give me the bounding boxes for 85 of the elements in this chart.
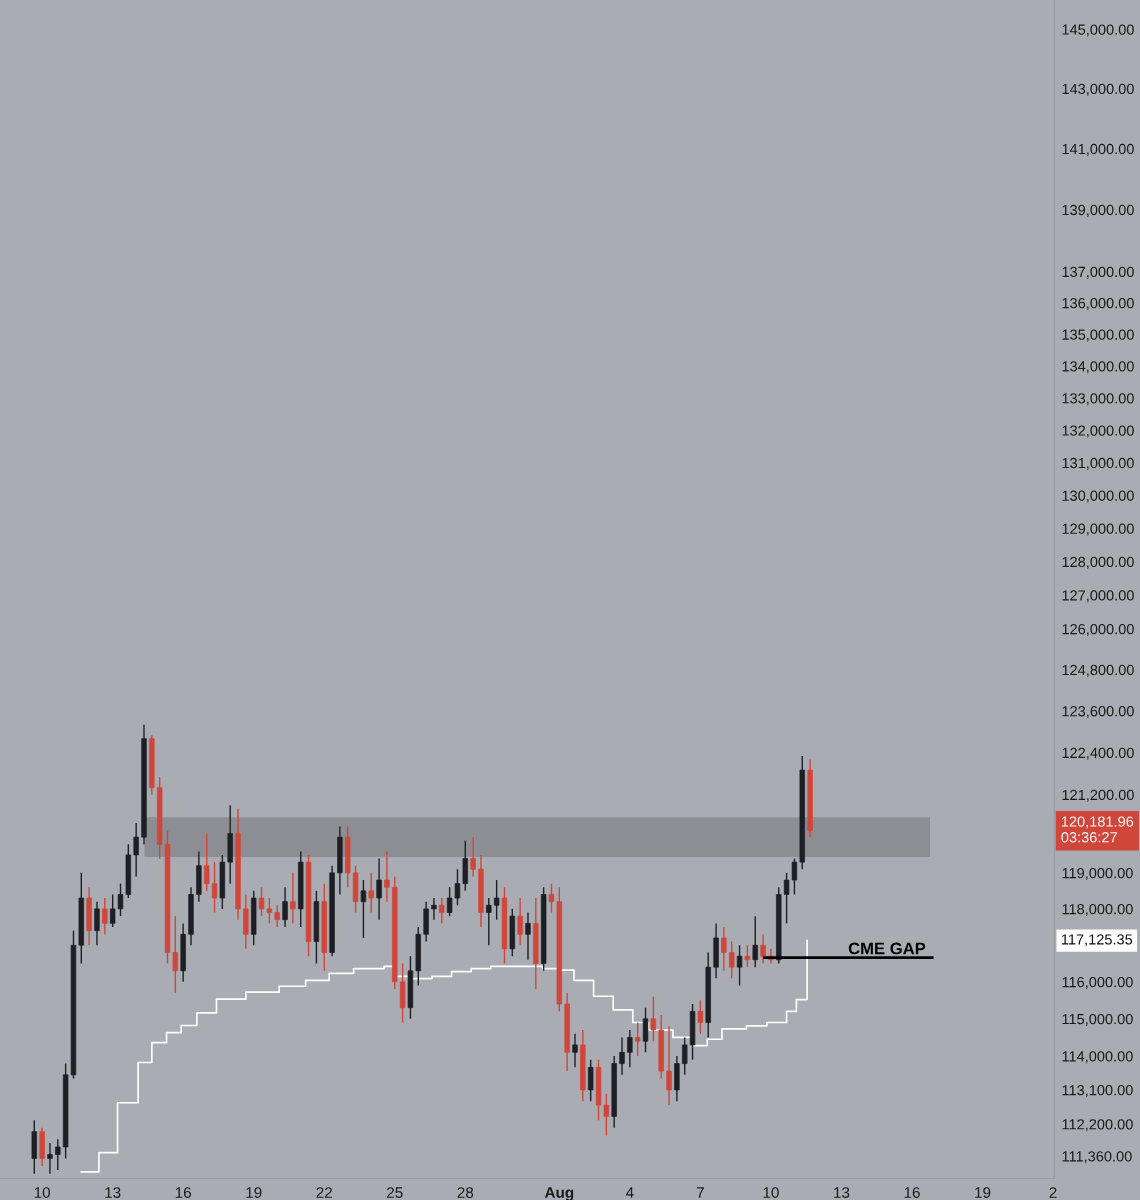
y-tick-label: 128,000.00 bbox=[1062, 556, 1134, 569]
y-tick-label: 124,800.00 bbox=[1062, 664, 1134, 677]
candlestick bbox=[282, 886, 288, 928]
candlestick bbox=[203, 832, 210, 892]
y-tick-label: 135,000.00 bbox=[1062, 329, 1134, 342]
candlestick bbox=[376, 857, 382, 921]
text: 120,181.96 bbox=[1061, 816, 1134, 829]
candlestick bbox=[431, 897, 437, 921]
text: 117,125.35 bbox=[1061, 934, 1133, 947]
x-tick-label: 13 bbox=[105, 1187, 121, 1198]
x-tick-label: 25 bbox=[387, 1187, 403, 1198]
y-tick-label: 145,000.00 bbox=[1062, 24, 1134, 37]
candlestick bbox=[650, 995, 657, 1042]
x-tick-label: 22 bbox=[316, 1187, 332, 1198]
y-tick-label: 113,100.00 bbox=[1062, 1085, 1133, 1098]
y-tick-label: 121,200.00 bbox=[1062, 789, 1134, 802]
candlestick bbox=[752, 915, 758, 968]
candlestick bbox=[517, 897, 523, 946]
candlestick bbox=[439, 897, 445, 925]
candlestick bbox=[572, 1032, 578, 1069]
y-tick-label: 114,000.00 bbox=[1062, 1051, 1133, 1064]
y-tick-label: 115,000.00 bbox=[1062, 1013, 1133, 1026]
y-tick-label: 143,000.00 bbox=[1062, 83, 1134, 96]
candlestick bbox=[627, 1029, 633, 1069]
y-tick-label: 119,000.00 bbox=[1062, 867, 1133, 881]
candlestick bbox=[290, 872, 296, 925]
candlestick bbox=[744, 944, 751, 968]
candlestick bbox=[94, 900, 100, 946]
y-tick-label: 122,400.00 bbox=[1062, 747, 1134, 760]
candlestick bbox=[55, 1138, 61, 1171]
y-tick-label: 133,000.00 bbox=[1062, 393, 1134, 406]
candlestick bbox=[666, 1025, 672, 1106]
candlestick bbox=[587, 1059, 594, 1102]
x-tick-label: 2 bbox=[1049, 1187, 1057, 1198]
candlestick bbox=[697, 999, 704, 1035]
candlestick bbox=[133, 822, 139, 878]
x-tick-label: 16 bbox=[175, 1187, 191, 1198]
candlestick bbox=[211, 861, 218, 914]
y-tick-label: 141,000.00 bbox=[1062, 143, 1134, 156]
x-tick-label: 16 bbox=[904, 1187, 920, 1198]
candlestick bbox=[274, 904, 280, 928]
candlestick bbox=[493, 879, 500, 921]
candlestick bbox=[619, 1036, 625, 1076]
y-tick-label: 127,000.00 bbox=[1062, 590, 1134, 603]
y-tick-label: 137,000.00 bbox=[1062, 266, 1134, 279]
y-tick-label: 116,000.00 bbox=[1062, 976, 1133, 990]
candlestick bbox=[642, 1006, 649, 1054]
y-tick-label: 134,000.00 bbox=[1062, 361, 1134, 374]
x-tick-label: 19 bbox=[246, 1187, 262, 1198]
y-tick-label: 136,000.00 bbox=[1062, 297, 1134, 311]
x-tick-label: Aug bbox=[544, 1187, 574, 1200]
candlestick bbox=[360, 879, 367, 939]
y-tick-label: 123,600.00 bbox=[1062, 706, 1134, 719]
y-tick-label: 129,000.00 bbox=[1062, 523, 1134, 536]
candlestick bbox=[736, 944, 743, 987]
candlestick bbox=[47, 1142, 53, 1175]
candlestick bbox=[525, 911, 531, 961]
candlestick bbox=[634, 1021, 641, 1057]
x-tick-label: 28 bbox=[457, 1187, 474, 1198]
y-tick-label: 131,000.00 bbox=[1062, 457, 1134, 470]
candlestick bbox=[548, 882, 555, 914]
x-tick-label: 7 bbox=[696, 1187, 704, 1198]
candlestick bbox=[384, 850, 390, 903]
candlestick bbox=[721, 926, 727, 972]
candlestick bbox=[486, 897, 492, 946]
y-tick-label: 132,000.00 bbox=[1062, 425, 1134, 438]
candlestick bbox=[682, 1036, 688, 1076]
x-tick-label: 19 bbox=[975, 1187, 991, 1198]
x-tick-label: 10 bbox=[763, 1187, 779, 1198]
x-tick-label: 13 bbox=[834, 1187, 850, 1198]
candlestick bbox=[470, 836, 476, 878]
y-tick-label: 111,360.00 bbox=[1062, 1151, 1132, 1164]
y-tick-label: 112,200.00 bbox=[1062, 1119, 1133, 1132]
ref-line-label: CME GAP bbox=[848, 942, 926, 955]
y-tick-label: 139,000.00 bbox=[1062, 204, 1134, 217]
x-tick-label: 4 bbox=[625, 1187, 634, 1198]
candlestick bbox=[368, 872, 374, 914]
candlestick bbox=[102, 897, 108, 935]
x-tick-label: 10 bbox=[34, 1187, 51, 1198]
y-tick-label: 126,000.00 bbox=[1062, 623, 1134, 637]
y-tick-label: 130,000.00 bbox=[1062, 490, 1134, 503]
candlestick bbox=[729, 940, 735, 979]
y-tick-label: 118,000.00 bbox=[1062, 903, 1133, 917]
candlestick bbox=[760, 933, 766, 965]
text: 03:36:27 bbox=[1061, 832, 1117, 843]
